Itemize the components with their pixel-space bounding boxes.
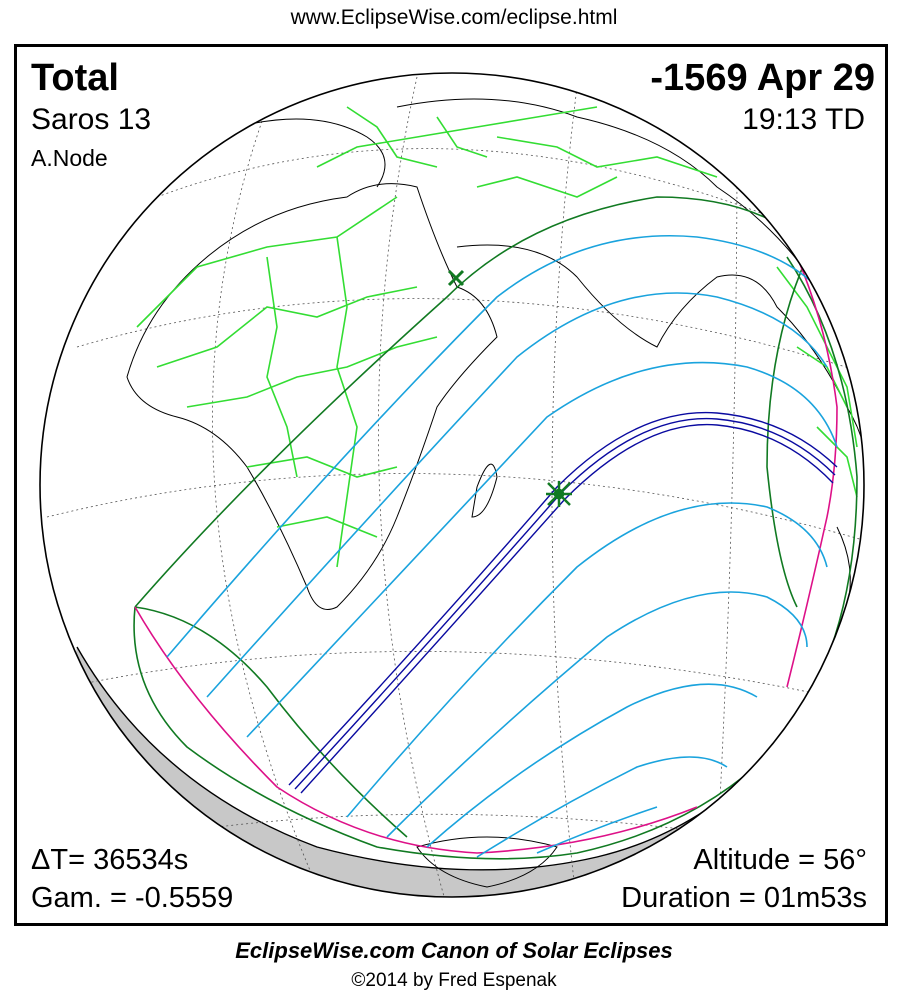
- eclipse-type: Total: [31, 57, 119, 99]
- globe-map: [39, 72, 865, 898]
- eclipse-map-frame: Total Saros 13 A.Node -1569 Apr 29 19:13…: [14, 44, 888, 926]
- gamma-value: Gam. = -0.5559: [31, 882, 234, 914]
- totality-duration: Duration = 01m53s: [621, 882, 867, 914]
- delta-t-value: ΔT= 36534s: [31, 844, 189, 876]
- copyright-notice: ©2014 by Fred Espenak: [351, 970, 557, 991]
- magnitude-curves: [166, 234, 838, 858]
- sunrise-curve: [134, 606, 698, 854]
- political-borders: [136, 106, 858, 568]
- node-label: A.Node: [31, 145, 108, 171]
- source-url[interactable]: www.EclipseWise.com/eclipse.html: [290, 6, 618, 29]
- sunset-curve: [786, 256, 838, 688]
- saros-number: Saros 13: [31, 103, 152, 136]
- globe-outline: [39, 72, 865, 898]
- eclipse-time: 19:13 TD: [742, 103, 865, 136]
- central-path: [288, 411, 838, 794]
- sun-altitude: Altitude = 56°: [693, 844, 867, 876]
- greatest-eclipse-star-marker-icon: [546, 481, 572, 507]
- greatest-duration-x-marker-icon: [447, 269, 465, 287]
- eclipse-date: -1569 Apr 29: [650, 57, 875, 99]
- penumbral-eastern-limit: [766, 256, 808, 608]
- globe-disc: [40, 73, 864, 897]
- penumbral-southern-limit: [134, 606, 408, 838]
- canon-title: EclipseWise.com Canon of Solar Eclipses: [235, 938, 673, 963]
- penumbral-outer-loop: [133, 256, 858, 860]
